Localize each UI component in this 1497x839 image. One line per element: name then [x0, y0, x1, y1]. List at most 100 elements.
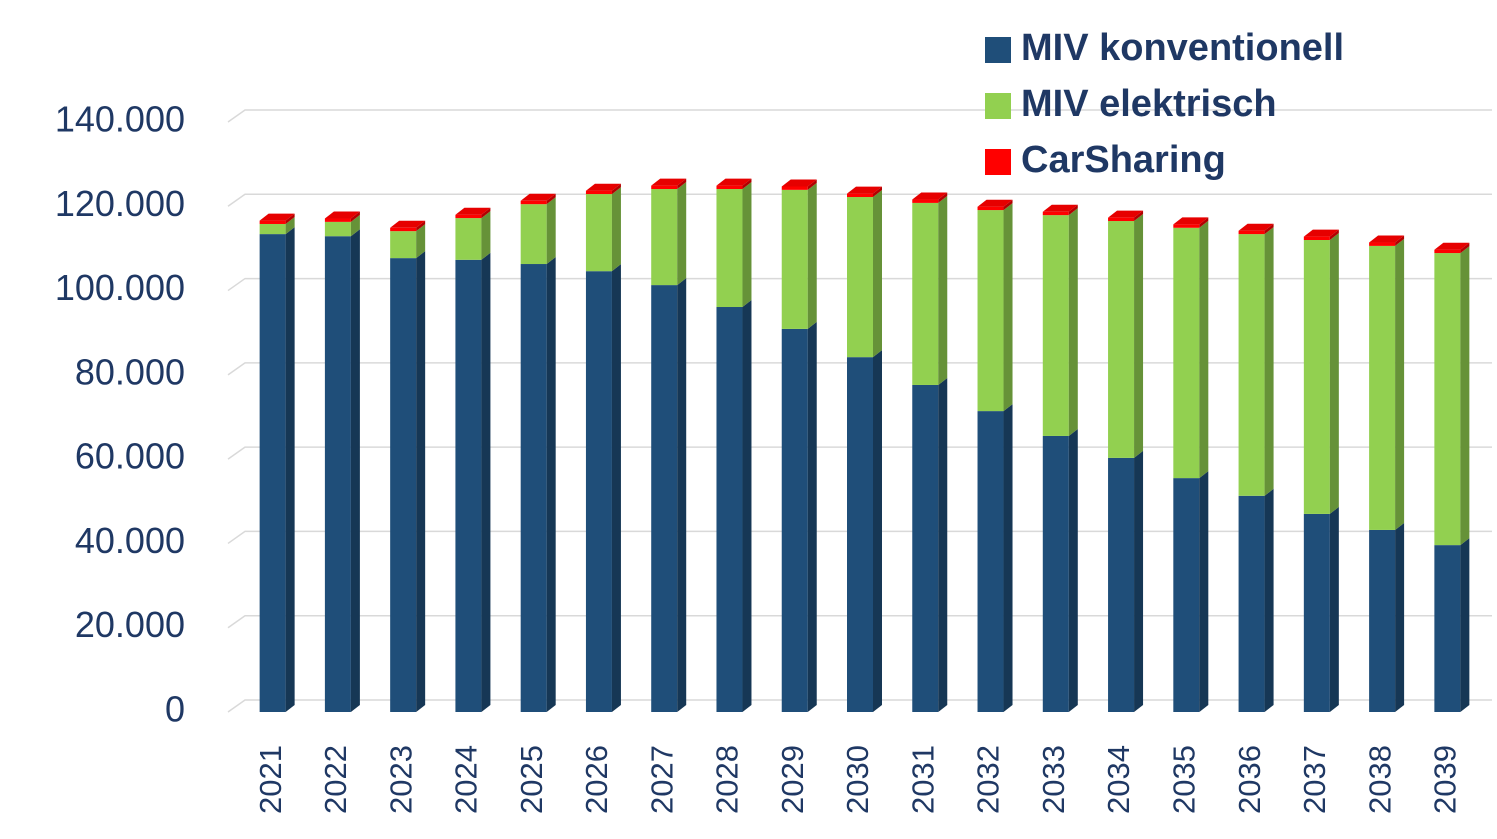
y-tick-label: 60.000: [75, 436, 185, 477]
bar-segment: [651, 285, 678, 712]
bar-side: [1264, 223, 1274, 235]
bar-side: [1003, 404, 1013, 712]
bar-segment: [390, 227, 417, 232]
bar-side: [807, 182, 817, 329]
bar-top: [1238, 223, 1274, 231]
bar-top: [912, 192, 948, 200]
bar-segment: [1369, 242, 1396, 246]
bar-top: [324, 211, 360, 219]
legend-label: MIV elektrisch: [1021, 83, 1277, 125]
bar-side: [1395, 235, 1405, 246]
bar-side: [1199, 220, 1209, 479]
bar-segment: [585, 271, 612, 712]
x-tick-label: 2023: [383, 745, 418, 814]
bar-segment: [390, 231, 417, 259]
bar-segment: [716, 189, 743, 308]
y-tick-label: 140.000: [55, 99, 185, 140]
bar-side: [1068, 204, 1078, 216]
x-tick-label: 2034: [1101, 745, 1136, 814]
legend-swatch: [985, 93, 1011, 119]
bar-segment: [977, 411, 1004, 712]
bar-segment: [390, 258, 417, 712]
x-tick-label: 2022: [318, 745, 353, 814]
bar-top: [1042, 204, 1078, 212]
bar-segment: [1173, 224, 1200, 228]
bar-top: [847, 186, 882, 194]
bar-side: [1264, 227, 1274, 496]
bar-side: [1395, 238, 1405, 530]
x-tick-label: 2028: [710, 745, 745, 814]
bar-side: [742, 300, 752, 712]
bar-side: [1003, 199, 1013, 211]
x-tick-label: 2036: [1232, 745, 1267, 814]
bar-segment: [1042, 211, 1069, 216]
bar-top: [977, 199, 1013, 207]
bar-side: [546, 257, 556, 712]
x-tick-label: 2037: [1297, 745, 1332, 814]
x-tick-label: 2032: [971, 745, 1006, 814]
bar-segment: [1173, 227, 1200, 479]
bar-segment: [716, 185, 743, 190]
bar-side: [285, 213, 295, 224]
bar-segment: [651, 189, 678, 286]
x-tick-label: 2033: [1036, 745, 1071, 814]
y-tick-label: 100.000: [55, 267, 185, 308]
bar-side: [611, 264, 621, 712]
bar-segment: [455, 218, 482, 260]
bar-side: [1199, 217, 1209, 228]
legend-swatch: [985, 37, 1011, 63]
bar-side: [1199, 471, 1209, 712]
bar-top: [1369, 235, 1405, 243]
bar-segment: [912, 384, 939, 712]
x-tick-label: 2031: [905, 745, 940, 814]
bar-side: [481, 207, 491, 219]
bar-segment: [1108, 457, 1135, 712]
bar-side: [1134, 210, 1144, 222]
bar-segment: [1369, 245, 1396, 530]
bar-side: [742, 178, 752, 190]
bar-segment: [455, 259, 482, 712]
bar-segment: [847, 357, 873, 712]
x-tick-label: 2029: [775, 745, 810, 814]
bar-top: [1303, 229, 1339, 237]
bar-side: [677, 178, 687, 190]
bar-side: [1003, 203, 1013, 412]
bar-top: [520, 193, 556, 201]
bar-side: [611, 187, 621, 272]
bar-segment: [259, 223, 286, 235]
bar-segment: [1434, 253, 1461, 546]
bar-segment: [520, 264, 547, 712]
bar-segment: [912, 199, 939, 203]
bar-side: [807, 321, 817, 712]
bar-segment: [651, 185, 678, 190]
legend-label: CarSharing: [1021, 139, 1226, 181]
bar-segment: [324, 218, 351, 222]
bar-side: [350, 229, 360, 712]
bar-segment: [1042, 435, 1069, 712]
bar-top: [585, 183, 621, 191]
bar-side: [611, 183, 621, 195]
bar-side: [873, 350, 882, 712]
bar-side: [546, 197, 556, 265]
bar-segment: [520, 200, 547, 205]
y-tick-label: 120.000: [55, 183, 185, 224]
bar-segment: [1434, 249, 1461, 254]
bar-segment: [781, 328, 808, 712]
bar-side: [416, 220, 426, 232]
bar-side: [416, 224, 426, 259]
bar-side: [1395, 522, 1405, 712]
bar-side: [1134, 214, 1144, 458]
grid-line: [227, 193, 1492, 207]
bar-segment: [1238, 234, 1265, 496]
bar-side: [1264, 488, 1274, 712]
bar-side: [938, 192, 948, 203]
bar-side: [350, 214, 360, 237]
bar-segment: [1369, 529, 1396, 712]
bar-side: [1329, 229, 1339, 240]
bar-side: [285, 216, 295, 235]
bar-segment: [1238, 230, 1265, 235]
bar-segment: [259, 220, 286, 224]
bar-top: [1434, 242, 1470, 250]
x-tick-label: 2021: [253, 745, 288, 814]
